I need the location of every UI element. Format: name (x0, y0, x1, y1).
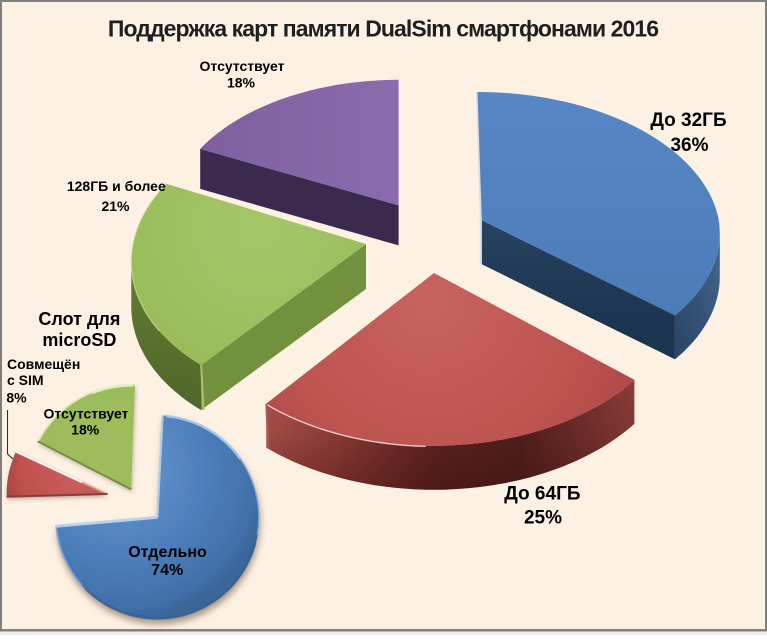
svg-text:microSD: microSD (42, 330, 116, 350)
svg-text:Отсутствует: Отсутствует (44, 406, 129, 422)
svg-text:с SIM: с SIM (7, 372, 44, 388)
svg-text:8%: 8% (6, 390, 27, 406)
svg-text:Отдельно: Отдельно (128, 544, 207, 561)
svg-text:74%: 74% (151, 562, 183, 579)
svg-text:36%: 36% (670, 135, 708, 156)
svg-text:Отсутствует: Отсутствует (200, 58, 285, 74)
svg-text:21%: 21% (101, 198, 130, 214)
svg-text:Поддержка карт памяти DualSim: Поддержка карт памяти DualSim смартфонам… (108, 16, 658, 42)
svg-text:18%: 18% (227, 75, 256, 91)
svg-text:До 64ГБ: До 64ГБ (504, 483, 580, 504)
svg-text:Слот для: Слот для (38, 309, 120, 329)
svg-text:25%: 25% (524, 507, 562, 528)
svg-text:До 32ГБ: До 32ГБ (650, 110, 726, 131)
svg-text:18%: 18% (71, 422, 100, 438)
svg-text:128ГБ и более: 128ГБ и более (67, 178, 166, 194)
svg-text:Совмещён: Совмещён (7, 356, 80, 372)
